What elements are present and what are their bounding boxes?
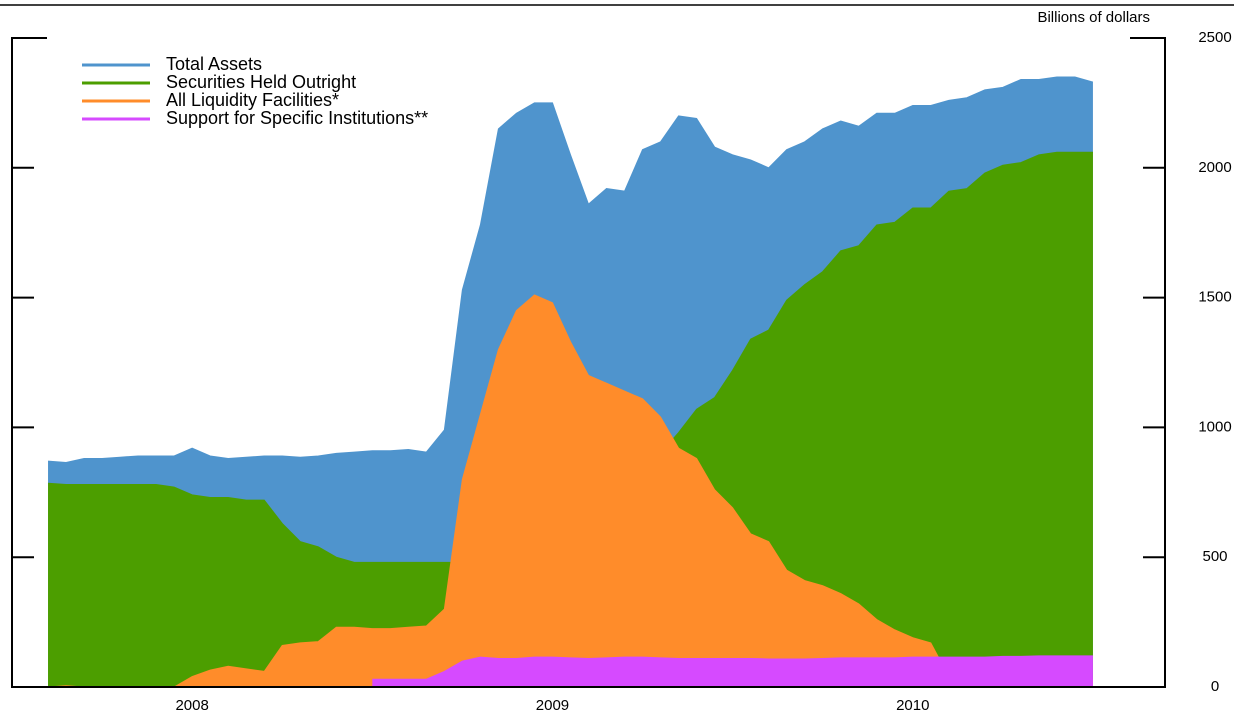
area-line (372, 655, 1093, 680)
y-tick-label: 1500 (1198, 289, 1231, 306)
area-line (47, 76, 1094, 463)
x-tick-label: 2008 (175, 697, 208, 714)
axes: 0 500 1000 1500 2000 2500 2008 2009 2010 (11, 29, 1232, 714)
y-tick-label: 500 (1202, 548, 1227, 565)
area-fill (372, 655, 1093, 687)
legend-label: Total Assets (166, 54, 262, 74)
y-axis-label: Billions of dollars (1037, 9, 1150, 26)
area-fill (48, 152, 1093, 687)
y-tick-label: 2000 (1198, 159, 1231, 176)
legend-label: Securities Held Outright (166, 72, 356, 92)
x-tick-label: 2010 (896, 697, 929, 714)
y-tick-label: 1000 (1198, 418, 1231, 435)
y-tick-label: 2500 (1198, 29, 1231, 46)
plot-area (47, 76, 1094, 688)
legend-label: Support for Specific Institutions** (166, 108, 428, 128)
legend-label: All Liquidity Facilities* (166, 90, 339, 110)
x-tick-label: 2009 (536, 697, 569, 714)
y-tick-label: 0 (1211, 678, 1219, 695)
area-line (47, 294, 1093, 688)
area-fill (48, 295, 1093, 687)
